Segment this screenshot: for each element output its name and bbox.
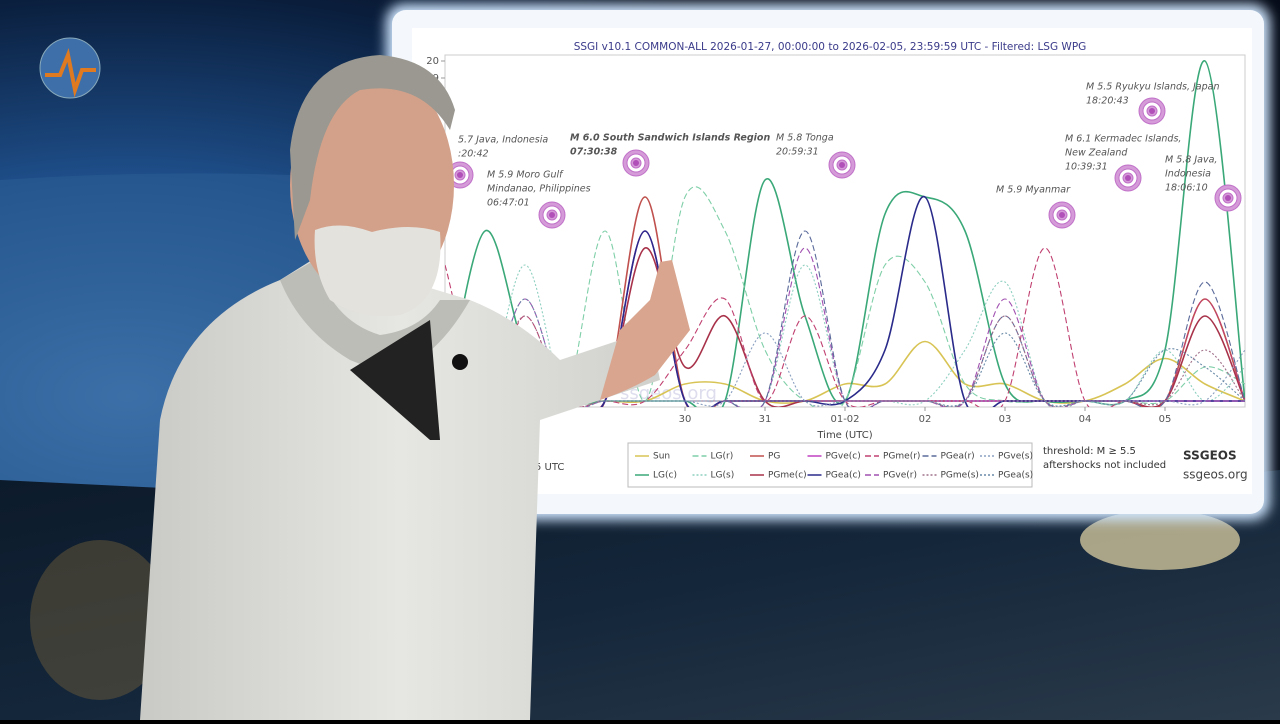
legend-label: PGea(s) [998,471,1033,481]
legend-label: LG(c) [653,471,677,481]
x-tick-label: 04 [1079,414,1092,425]
legend-label: PGme(r) [883,452,920,462]
city-lights [1080,510,1240,570]
legend-label: LG(s) [711,471,735,481]
legend-label: Sun [653,452,670,462]
legend-label: LG(r) [711,452,734,462]
quake-icon [1225,195,1231,201]
quake-icon [1125,175,1131,181]
annotation-text: M 6.0 South Sandwich Islands Region [570,133,770,144]
annotation-text: 06:47:01 [487,198,530,209]
x-tick-label: 31 [759,414,772,425]
microphone [452,354,468,370]
x-axis-label: Time (UTC) [816,430,872,441]
x-tick-label: 30 [679,414,692,425]
x-tick-label: 02 [919,414,932,425]
annotation-text: M 5.9 Myanmar [996,185,1071,196]
quake-icon [839,162,845,168]
annotation-text: 10:39:31 [1065,162,1108,173]
quake-icon [1149,108,1155,114]
legend-label: PGve(c) [826,452,861,462]
series-line [445,196,1245,407]
annotation-text: 07:30:38 [570,147,618,158]
quake-icon [1059,212,1065,218]
chart-area [412,28,1252,494]
annotation-text: Indonesia [1165,169,1211,180]
legend-label: PGea(c) [826,471,861,481]
annotation-text: M 6.1 Kermadec Islands, [1065,134,1181,145]
annotation-text: 18:06:10 [1165,183,1208,194]
annotation-text: M 5.8 Java, [1165,155,1217,166]
annotation-text: 5.7 Java, Indonesia [458,135,548,146]
series-line [445,230,1245,407]
annotation-text: Mindanao, Philippines [487,184,591,195]
watermark: ssgeos.org [620,383,717,404]
legend-label: PGea(r) [941,452,975,462]
legend-label: PGve(r) [883,471,917,481]
beard [314,225,441,316]
chart-title: SSGI v10.1 COMMON-ALL 2026-01-27, 00:00:… [574,41,1087,53]
legend-label: PG [768,452,780,462]
brand-url: ssgeos.org [1183,468,1248,482]
annotations: 5.7 Java, Indonesia :20:42 M 5.9 Moro Gulf… [446,82,1242,229]
city-lights [30,540,170,700]
series-line [445,332,1245,407]
quake-icon [633,160,639,166]
legend-label: PGme(s) [941,471,979,481]
sweater [140,255,660,720]
annotation-text: :20:42 [458,149,489,160]
annotation-text: 18:20:43 [1086,96,1129,107]
hair [290,55,455,240]
annotation-text: 20:59:31 [776,147,819,158]
x-tick-label: 03 [999,414,1012,425]
legend [627,442,1033,488]
annotation-text: New Zealand [1065,148,1128,159]
logo-mark [45,48,96,98]
quake-icon [457,172,463,178]
x-tick-label: 05 [1159,414,1172,425]
brand: SSGEOS [1183,449,1237,463]
partial-text: 5 UTC [535,462,564,473]
quake-icon [549,212,555,218]
note: aftershocks not included [1043,460,1166,471]
annotation-text: M 5.9 Moro Gulf [487,170,564,181]
legend-label: PGme(c) [768,471,807,481]
note: threshold: M ≥ 5.5 [1043,446,1136,457]
zipper [350,320,440,440]
annotation-text: M 5.5 Ryukyu Islands, Japan [1086,82,1220,93]
y-tick-label: 20 [426,56,439,67]
presenter [140,55,690,720]
legend-label: PGve(s) [998,452,1033,462]
annotation-text: M 5.8 Tonga [776,133,834,144]
hand [600,260,690,400]
x-tick-label: 01-02 [830,414,859,425]
